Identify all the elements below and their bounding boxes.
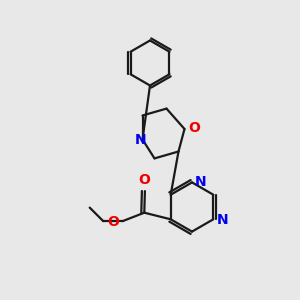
Text: O: O (138, 173, 150, 187)
Text: O: O (107, 215, 119, 229)
Text: O: O (188, 121, 200, 134)
Text: N: N (134, 133, 146, 146)
Text: N: N (195, 175, 207, 189)
Text: N: N (216, 213, 228, 227)
